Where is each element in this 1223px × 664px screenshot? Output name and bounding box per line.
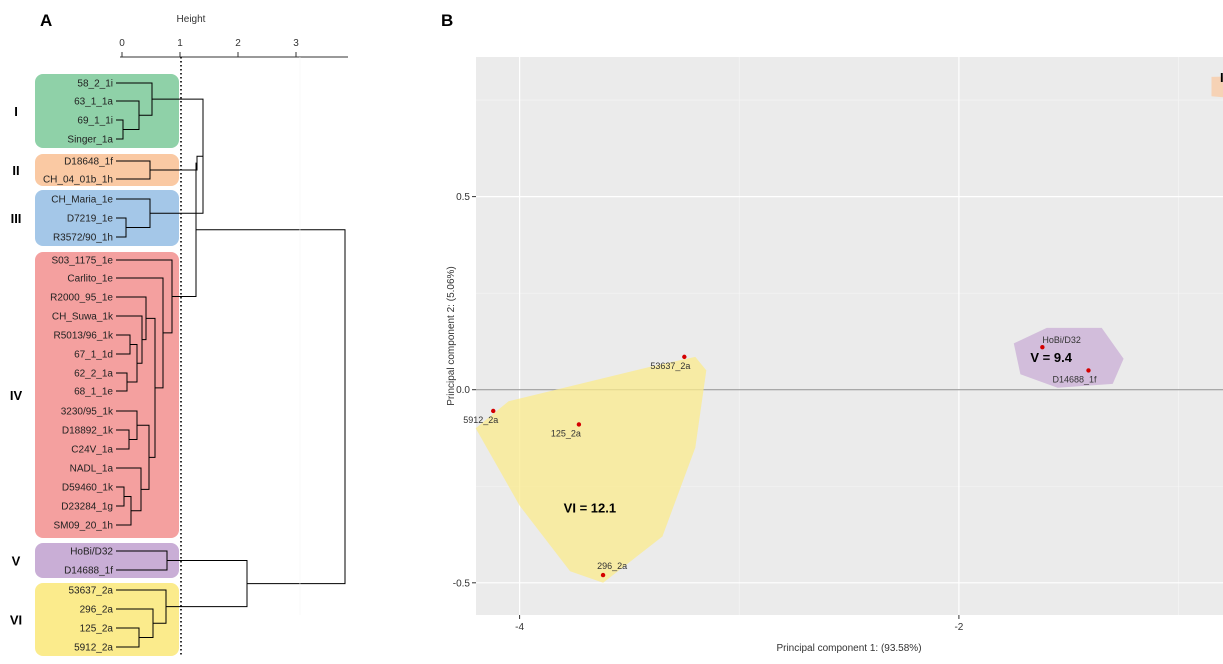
leaf-label: C24V_1a xyxy=(71,445,113,456)
dendrogram-axis-title: Height xyxy=(177,14,206,25)
leaf-label: D18648_1f xyxy=(64,157,113,168)
leaf-label: SM09_20_1h xyxy=(54,521,114,532)
pca-point xyxy=(601,573,605,577)
leaf-label: 69_1_1i xyxy=(77,116,113,127)
pca-group-label-VI: VI = 12.1 xyxy=(564,500,616,515)
leaf-label: R3572/90_1h xyxy=(53,233,113,244)
dendrogram-tick-label: 0 xyxy=(119,38,125,49)
cluster-label-V: V xyxy=(12,554,21,569)
leaf-label: 62_2_1a xyxy=(74,369,113,380)
dendrogram-link xyxy=(196,230,345,584)
pca-point xyxy=(577,422,581,426)
x-tick-label: -4 xyxy=(515,622,524,633)
leaf-label: NADL_1a xyxy=(70,464,114,475)
leaf-label: R5013/96_1k xyxy=(54,331,114,342)
leaf-label: 3230/95_1k xyxy=(61,407,114,418)
point-label: 296_2a xyxy=(597,561,627,571)
cluster-label-III: III xyxy=(11,211,22,226)
pca-panel: B I = 5.4II = 7.9III = 6.1IV = 6.9V = 9.… xyxy=(300,11,1223,654)
panel-b-label: B xyxy=(441,11,453,30)
leaf-label: 53637_2a xyxy=(69,586,114,597)
leaf-label: CH_Maria_1e xyxy=(51,195,113,206)
leaf-label: 296_2a xyxy=(80,605,114,616)
x-tick-label: -2 xyxy=(954,622,963,633)
leaf-label: D7219_1e xyxy=(67,214,114,225)
pca-group-label-V: V = 9.4 xyxy=(1030,350,1072,365)
y-tick-label: 0.0 xyxy=(456,385,470,396)
leaf-label: R2000_95_1e xyxy=(50,293,113,304)
dendrogram-panel: A Height 0 1 2 3 I 58_2_1i 63_1_1a 69_1_1i Sing… xyxy=(10,11,348,657)
pca-x-axis-title: Principal component 1: (93.58%) xyxy=(776,643,921,654)
leaf-label: Carlito_1e xyxy=(67,274,113,285)
point-label: 5912_2a xyxy=(463,415,498,425)
pca-point xyxy=(1086,368,1090,372)
cluster-label-II: II xyxy=(12,163,19,178)
pca-point xyxy=(682,355,686,359)
dendrogram-tick-label: 2 xyxy=(235,38,241,49)
leaf-label: CH_04_01b_1h xyxy=(43,175,113,186)
leaf-label: 67_1_1d xyxy=(74,350,113,361)
cluster-label-IV: IV xyxy=(10,388,23,403)
leaf-label: D59460_1k xyxy=(62,483,114,494)
dendrogram-tick-label: 1 xyxy=(177,38,183,49)
leaf-label: 125_2a xyxy=(80,624,114,635)
cluster-label-I: I xyxy=(14,104,18,119)
leaf-label: S03_1175_1e xyxy=(51,256,113,267)
leaf-label: Singer_1a xyxy=(67,135,113,146)
point-label: 125_2a xyxy=(551,428,581,438)
leaf-label: D23284_1g xyxy=(61,502,113,513)
panel-a-label: A xyxy=(40,11,52,30)
leaf-label: D18892_1k xyxy=(62,426,114,437)
point-label: 53637_2a xyxy=(650,361,690,371)
cluster-label-VI: VI xyxy=(10,613,22,628)
y-tick-label: 0.5 xyxy=(456,192,470,203)
leaf-label: 5912_2a xyxy=(74,643,113,654)
point-label: D14688_1f xyxy=(1052,374,1097,384)
dendrogram-groups: I 58_2_1i 63_1_1a 69_1_1i Singer_1a II D18648_… xyxy=(10,74,179,656)
dendrogram-tick-label: 3 xyxy=(293,38,299,49)
leaf-label: 68_1_1e xyxy=(74,387,113,398)
leaf-label: 58_2_1i xyxy=(77,79,113,90)
leaf-label: CH_Suwa_1k xyxy=(52,312,114,323)
y-tick-label: -0.5 xyxy=(453,578,471,589)
leaf-label: D14688_1f xyxy=(64,566,113,577)
leaf-label: HoBi/D32 xyxy=(70,547,113,558)
pca-point xyxy=(491,409,495,413)
pca-point xyxy=(1040,345,1044,349)
point-label: HoBi/D32 xyxy=(1042,335,1081,345)
pca-y-axis-title: Principal component 2: (5.06%) xyxy=(446,266,457,406)
leaf-label: 63_1_1a xyxy=(74,97,113,108)
dendrogram-ticks: 0 1 2 3 xyxy=(119,38,299,57)
